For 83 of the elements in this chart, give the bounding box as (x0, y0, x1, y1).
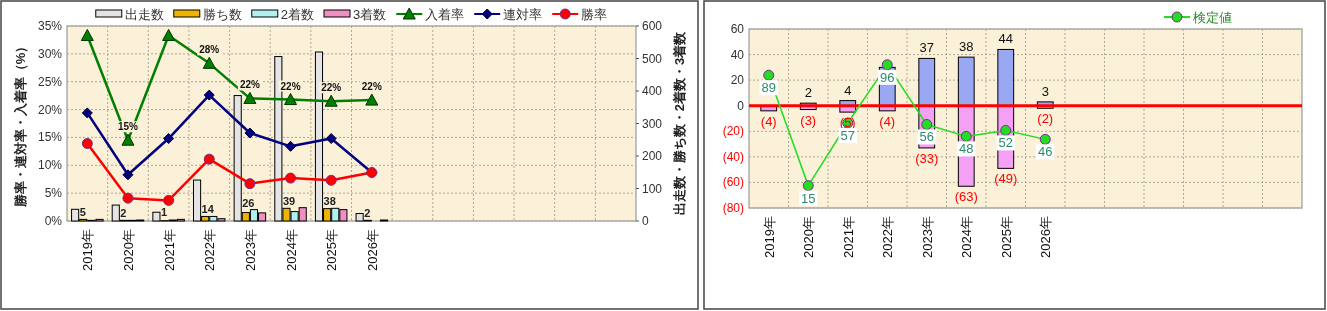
data-label: 22% (361, 81, 382, 93)
x-tick-label: 2020年 (801, 216, 817, 258)
data-label: 5 (79, 206, 86, 219)
data-label: 96 (880, 69, 895, 85)
y-tick-label: 20 (730, 73, 745, 88)
data-label: 2 (364, 207, 371, 220)
y2-tick-label: 0 (642, 214, 649, 228)
legend-label: 入着率 (425, 7, 465, 22)
x-tick-label: 2025年 (324, 229, 340, 271)
data-label: 38 (959, 39, 974, 55)
x-tick-label: 2019年 (761, 216, 777, 258)
x-tick-label: 2026年 (364, 229, 380, 271)
x-tick-label: 2024年 (283, 229, 299, 271)
data-label: 28% (199, 44, 220, 56)
y-tick-label: 15% (37, 130, 63, 145)
y-tick-label: 5% (44, 186, 63, 201)
data-label: 4 (844, 82, 852, 98)
data-label: 3 (1041, 83, 1049, 99)
y2-tick-label: 300 (642, 116, 663, 131)
data-label: (33) (915, 150, 939, 166)
y2-tick-label: 200 (642, 149, 663, 163)
x-tick-label: 2023年 (242, 229, 258, 271)
x-tick-label: 2020年 (120, 229, 136, 271)
x-tick-label: 2025年 (998, 216, 1014, 258)
data-label: (3) (800, 112, 817, 128)
data-label: 2 (120, 207, 127, 220)
x-tick-label: 2022年 (880, 216, 896, 258)
x-tick-label: 2021年 (840, 216, 856, 258)
data-label: (4) (879, 113, 896, 129)
y-tick-label: 35% (37, 19, 63, 33)
data-label: 1 (160, 206, 168, 219)
data-label: 15 (801, 190, 816, 206)
data-label: 89 (761, 80, 776, 96)
data-label: 2 (804, 85, 812, 101)
legend-label: 連対率 (503, 7, 543, 22)
x-tick-label: 2021年 (161, 229, 177, 271)
data-label: 22% (239, 79, 261, 91)
x-tick-label: 2024年 (959, 216, 975, 258)
y-tick-label: 0% (44, 214, 63, 228)
y-tick-label: (40) (722, 149, 744, 164)
data-label: 38 (323, 195, 336, 208)
data-label: 26 (242, 196, 255, 209)
y-tick-label: 0 (737, 98, 745, 113)
y-tick-label: 40 (730, 47, 745, 62)
data-label: 39 (282, 194, 296, 207)
legend-label: 勝率 (581, 7, 608, 22)
data-label: 48 (959, 141, 974, 157)
y2-tick-label: 600 (642, 19, 663, 33)
legend-label: 2着数 (280, 7, 314, 22)
y2-axis-title: 出走数・勝ち数・2着数・3着数 (672, 30, 687, 216)
y-tick-label: 30% (37, 46, 63, 61)
y-tick-label: (80) (722, 201, 744, 215)
y-tick-label: 20% (37, 102, 63, 117)
data-label: 37 (919, 40, 934, 56)
data-label: (4) (760, 113, 777, 129)
data-label: 52 (998, 135, 1013, 151)
data-label: 44 (998, 31, 1013, 47)
data-label: (63) (954, 189, 978, 205)
data-label: 22% (280, 80, 301, 92)
y-tick-label: (20) (722, 124, 744, 139)
y2-tick-label: 500 (642, 51, 663, 66)
y-tick-label: 10% (37, 158, 63, 173)
data-label: 14 (201, 203, 215, 216)
legend-label: 出走数 (124, 7, 164, 22)
legend-label: 検定値 (1193, 10, 1232, 25)
x-tick-label: 2022年 (202, 229, 218, 271)
legend-label: 3着数 (353, 7, 387, 22)
data-label: 22% (321, 82, 342, 94)
y-axis-title: 勝率・連対率・入着率（%） (13, 39, 28, 209)
data-label: 46 (1038, 144, 1053, 160)
data-label: (49) (994, 171, 1018, 187)
x-tick-label: 2026年 (1038, 216, 1054, 258)
data-label: (2) (1037, 111, 1054, 127)
y2-tick-label: 400 (642, 84, 663, 98)
y-tick-label: (60) (722, 175, 744, 190)
y2-tick-label: 100 (642, 181, 663, 196)
y-tick-label: 25% (37, 74, 63, 89)
x-tick-label: 2019年 (80, 229, 96, 271)
data-label: 15% (117, 121, 139, 133)
legend-label: 勝ち数 (202, 7, 242, 22)
y-tick-label: 60 (730, 22, 745, 36)
x-tick-label: 2023年 (919, 216, 935, 258)
data-label: 56 (919, 129, 934, 145)
